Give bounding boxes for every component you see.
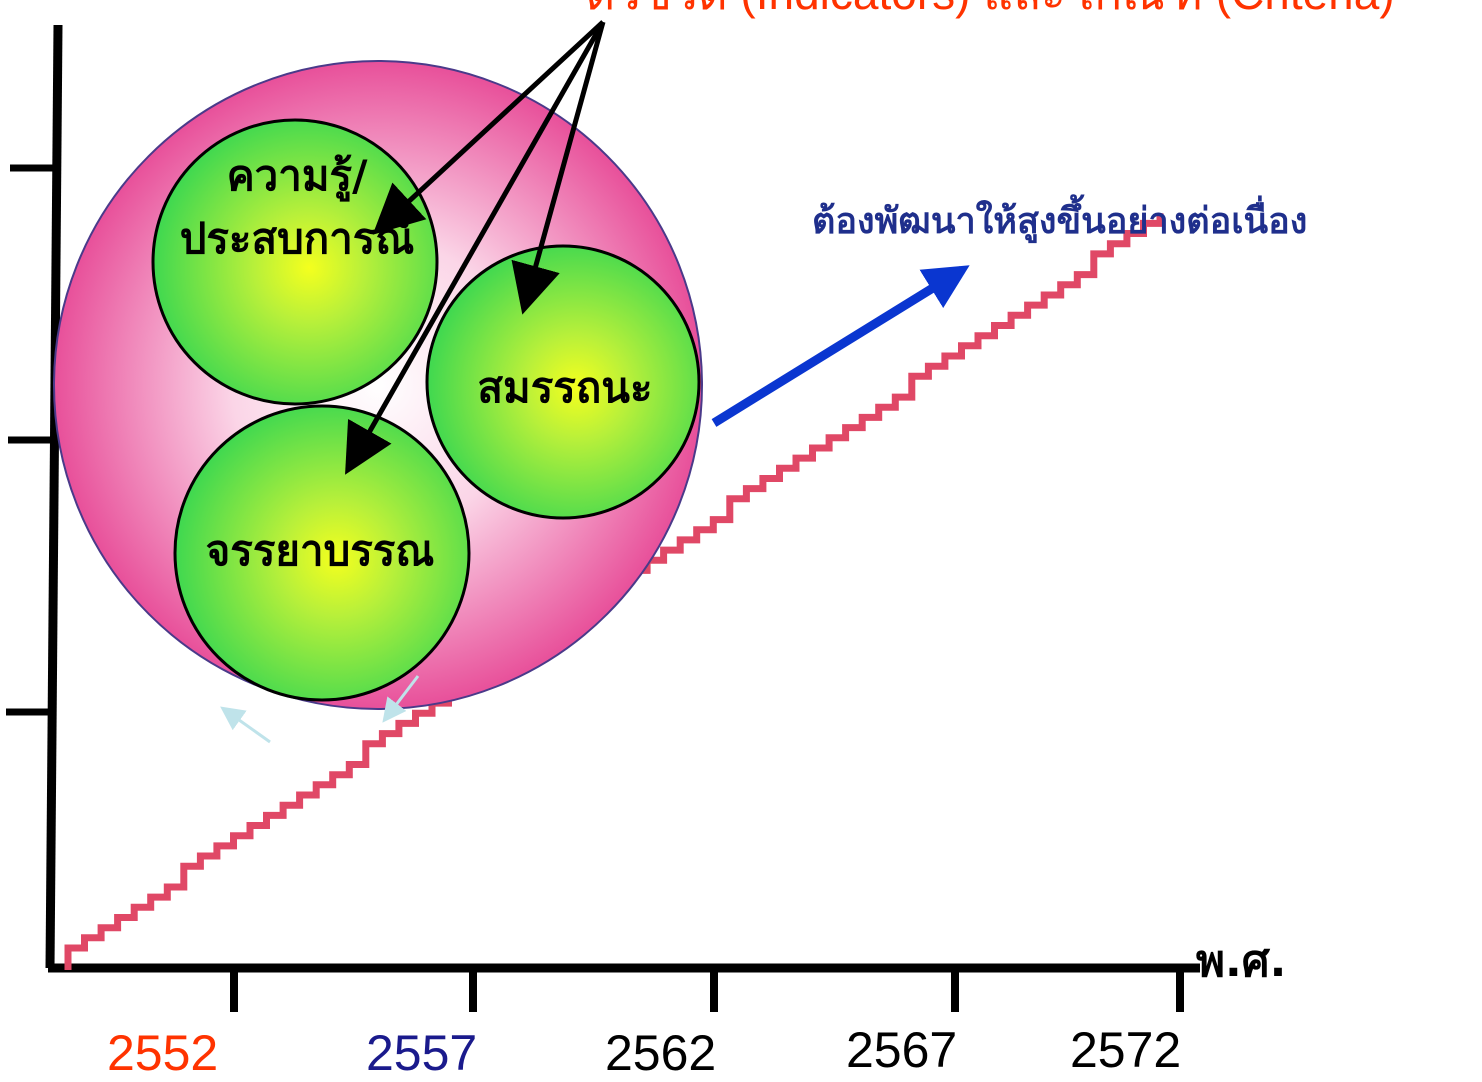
pointer-arrow — [511, 21, 606, 315]
knowledge-label: ความรู้/ ประสบการณ์ — [152, 150, 442, 265]
competency-circle — [425, 244, 701, 520]
x-tick-label: 2562 — [605, 1025, 717, 1081]
x-tick-label: 2557 — [366, 1025, 478, 1081]
develop-arrow — [711, 265, 970, 427]
faint-arrow — [220, 706, 271, 744]
x-tick-label: 2567 — [846, 1022, 958, 1078]
knowledge-circle — [151, 118, 439, 406]
faint-arrow — [382, 675, 420, 723]
ethics-label: จรรยาบรรณ — [205, 526, 435, 575]
competency-label: สมรรถนะ — [477, 363, 653, 412]
knowledge-label-line2: ประสบการณ์ — [179, 213, 415, 263]
knowledge-label-line1: ความรู้/ — [226, 151, 368, 200]
x-axis-unit: พ.ศ. — [1196, 936, 1287, 987]
indicators-criteria-title: ตัวชี้วัด (Indicators) และ เกณฑ์ (Criter… — [585, 0, 1395, 16]
develop-continuously-label: ต้องพัฒนาให้สูงขึ้นอย่างต่อเนื่อง — [812, 200, 1308, 242]
y-axis — [45, 24, 63, 969]
ethics-circle — [173, 404, 471, 702]
pointer-arrow — [345, 20, 606, 475]
x-tick-label: 2552 — [107, 1025, 219, 1081]
pointer-arrow — [372, 20, 605, 235]
x-tick-label: 2572 — [1070, 1022, 1182, 1078]
